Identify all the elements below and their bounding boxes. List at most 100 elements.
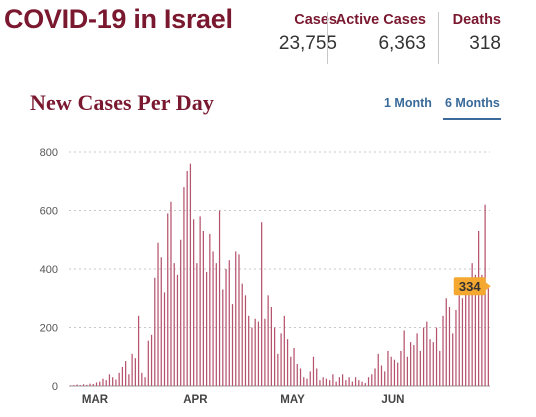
bar[interactable]	[228, 260, 230, 386]
bar[interactable]	[170, 201, 172, 386]
bar[interactable]	[374, 368, 376, 386]
bar[interactable]	[92, 383, 94, 386]
bar[interactable]	[442, 315, 444, 386]
bar[interactable]	[468, 283, 470, 386]
bar[interactable]	[222, 289, 224, 386]
bar[interactable]	[435, 327, 438, 387]
bar[interactable]	[215, 263, 217, 386]
range-1-month-button[interactable]: 1 Month	[384, 96, 432, 110]
bar[interactable]	[99, 381, 101, 386]
bar[interactable]	[273, 327, 276, 387]
bar[interactable]	[335, 381, 337, 386]
bar[interactable]	[367, 377, 370, 386]
bar[interactable]	[76, 384, 78, 386]
bar[interactable]	[121, 366, 124, 386]
bar[interactable]	[102, 378, 104, 386]
bar[interactable]	[351, 381, 353, 386]
bar[interactable]	[293, 347, 295, 386]
bar[interactable]	[144, 377, 146, 386]
bar[interactable]	[361, 381, 363, 386]
bar[interactable]	[261, 222, 263, 386]
bar[interactable]	[390, 356, 392, 386]
bar[interactable]	[377, 353, 379, 386]
bar[interactable]	[180, 239, 182, 386]
bar[interactable]	[348, 377, 350, 386]
bar[interactable]	[270, 307, 272, 386]
bar[interactable]	[306, 378, 308, 386]
bar[interactable]	[380, 365, 383, 386]
bar[interactable]	[241, 283, 243, 386]
bar[interactable]	[478, 230, 480, 386]
bar[interactable]	[212, 251, 214, 386]
bar[interactable]	[484, 204, 486, 386]
bar[interactable]	[193, 219, 195, 386]
bar[interactable]	[455, 309, 457, 386]
bar[interactable]	[196, 263, 198, 386]
bar[interactable]	[419, 350, 421, 386]
bar[interactable]	[69, 385, 72, 386]
bar[interactable]	[410, 342, 412, 386]
bar[interactable]	[452, 333, 454, 386]
bar[interactable]	[393, 359, 396, 386]
bar[interactable]	[95, 382, 98, 386]
bar[interactable]	[134, 358, 136, 386]
bar[interactable]	[358, 380, 360, 386]
bar[interactable]	[244, 295, 247, 386]
bar[interactable]	[267, 295, 269, 386]
bar[interactable]	[384, 371, 386, 386]
bar[interactable]	[387, 350, 389, 386]
bar[interactable]	[202, 230, 204, 386]
bar[interactable]	[160, 257, 162, 386]
bar[interactable]	[429, 339, 431, 386]
bar[interactable]	[189, 163, 192, 386]
bar[interactable]	[403, 330, 405, 386]
bar[interactable]	[364, 383, 366, 386]
bar[interactable]	[461, 298, 464, 386]
bar[interactable]	[183, 187, 185, 386]
bar[interactable]	[465, 292, 467, 386]
bar[interactable]	[225, 269, 227, 386]
bar[interactable]	[371, 374, 373, 386]
bar[interactable]	[345, 380, 347, 386]
bar[interactable]	[176, 274, 179, 386]
bar[interactable]	[286, 339, 289, 386]
bar[interactable]	[251, 327, 253, 387]
bar[interactable]	[316, 368, 318, 386]
bar[interactable]	[332, 374, 334, 386]
bar[interactable]	[173, 263, 175, 386]
bar[interactable]	[312, 356, 315, 386]
bar[interactable]	[82, 384, 85, 386]
bar[interactable]	[296, 364, 298, 386]
bar[interactable]	[290, 356, 292, 386]
bar[interactable]	[115, 379, 117, 386]
bar[interactable]	[248, 315, 250, 386]
bar[interactable]	[147, 340, 149, 386]
bar[interactable]	[325, 378, 328, 386]
range-6-months-button[interactable]: 6 Months	[445, 96, 500, 110]
bar[interactable]	[439, 350, 441, 386]
bar[interactable]	[299, 368, 302, 386]
bar[interactable]	[137, 315, 140, 386]
bar[interactable]	[322, 377, 324, 386]
bar[interactable]	[448, 307, 451, 386]
bar[interactable]	[338, 377, 340, 386]
bar[interactable]	[199, 216, 201, 386]
bar[interactable]	[131, 353, 133, 386]
bar[interactable]	[471, 263, 473, 386]
bar[interactable]	[73, 385, 75, 386]
bar[interactable]	[118, 372, 120, 386]
bar[interactable]	[112, 377, 114, 386]
bar[interactable]	[474, 274, 477, 386]
bar[interactable]	[86, 384, 88, 386]
bar[interactable]	[163, 292, 166, 386]
bar[interactable]	[238, 254, 240, 386]
bar[interactable]	[209, 233, 211, 386]
bar[interactable]	[105, 380, 107, 386]
bar[interactable]	[487, 288, 489, 386]
bar[interactable]	[406, 356, 409, 386]
bar[interactable]	[280, 333, 282, 386]
bar[interactable]	[257, 321, 260, 386]
bar[interactable]	[416, 333, 418, 386]
bar[interactable]	[413, 345, 415, 386]
bar[interactable]	[481, 274, 483, 386]
